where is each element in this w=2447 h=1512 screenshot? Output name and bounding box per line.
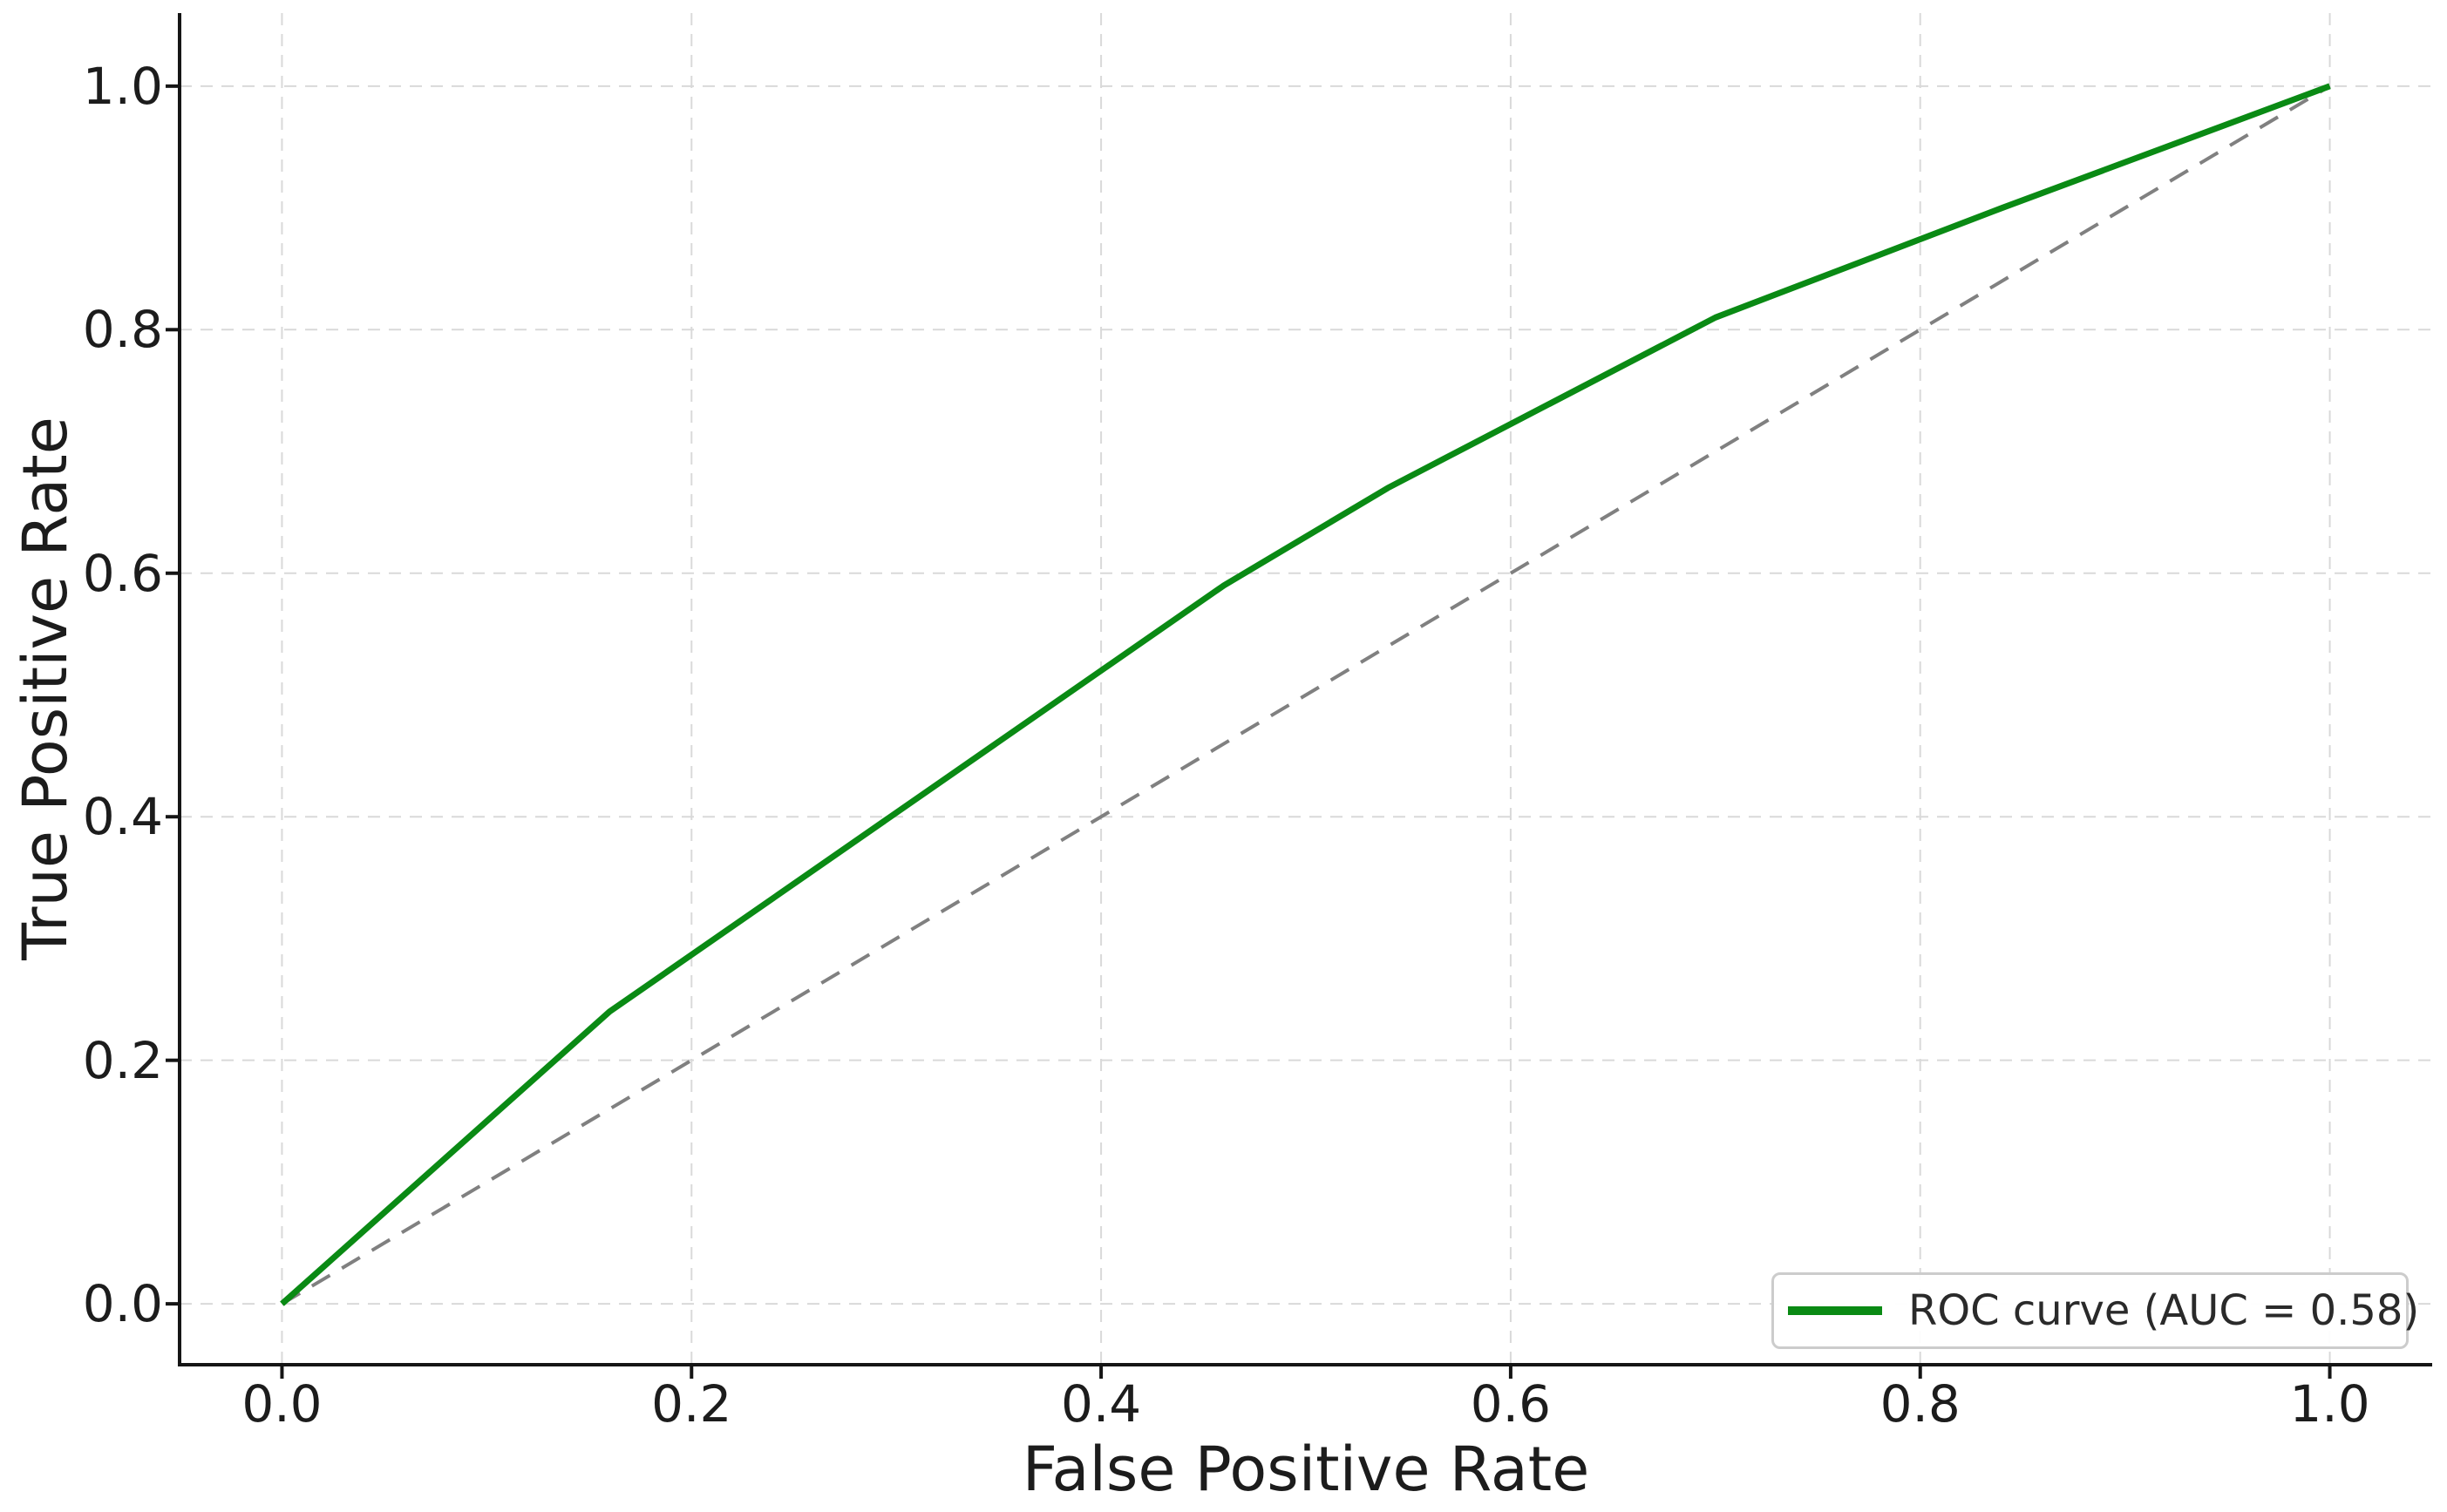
y-tick-label: 1.0 [82,56,163,116]
x-tick-label: 0.0 [241,1374,323,1434]
x-tick-label: 0.8 [1879,1374,1961,1434]
x-tick-label: 0.4 [1060,1374,1142,1434]
chance-diagonal-line [281,85,2331,1305]
y-tick-label: 0.0 [82,1274,163,1334]
x-tick-label: 1.0 [2289,1374,2370,1434]
y-axis-label: True Positive Rate [10,417,81,960]
x-axis-label: False Positive Rate [1022,1434,1590,1505]
y-tick-label: 0.6 [82,543,163,603]
legend-line-swatch [1788,1306,1882,1315]
x-tick-label: 0.6 [1470,1374,1552,1434]
y-tick-label: 0.8 [82,300,163,360]
legend: ROC curve (AUC = 0.58) [1771,1272,2419,1349]
y-tick-label: 0.2 [82,1030,163,1090]
x-tick-label: 0.2 [651,1374,732,1434]
legend-label: ROC curve (AUC = 0.58) [1908,1286,2420,1335]
roc-curve-line [280,83,2331,1306]
y-tick-label: 0.4 [82,787,163,847]
